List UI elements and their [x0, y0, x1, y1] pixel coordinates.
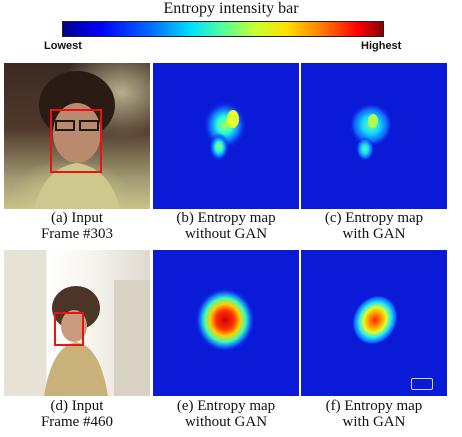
caption-line: without GAN [184, 226, 268, 242]
overlay-icon [411, 378, 433, 390]
caption-entropy-no-gan-460: (e) Entropy map without GAN [153, 398, 299, 430]
caption-entropy-no-gan-303: (b) Entropy map without GAN [153, 210, 299, 242]
entropy-map-no-gan-303 [153, 63, 299, 209]
caption-line: (a) Input [50, 210, 104, 226]
entropy-blob [349, 103, 393, 161]
caption-entropy-with-gan-460: (f) Entropy map with GAN [301, 398, 447, 430]
caption-line: without GAN [184, 414, 268, 430]
face-detection-box [50, 109, 102, 173]
caption-line: Frame #303 [40, 226, 114, 242]
caption-line: Frame #460 [40, 414, 114, 430]
person-standing-illustration [4, 250, 150, 396]
entropy-map-no-gan-460 [153, 250, 299, 396]
caption-entropy-with-gan-303: (c) Entropy map with GAN [301, 210, 447, 242]
input-frame-460-image [4, 250, 150, 396]
caption-line: with GAN [342, 414, 406, 430]
entropy-map-with-gan-460 [301, 250, 447, 396]
colorbar-high-label: Highest [361, 40, 402, 52]
entropy-blob [351, 294, 399, 346]
entropy-colorbar [62, 21, 384, 37]
colorbar-low-label: Lowest [44, 40, 82, 52]
caption-line: (f) Entropy map [325, 398, 423, 414]
caption-line: (e) Entropy map [176, 398, 276, 414]
input-frame-303-image [4, 63, 150, 209]
entropy-blob [203, 101, 247, 161]
caption-line: (c) Entropy map [324, 210, 424, 226]
caption-input-460: (d) Input Frame #460 [4, 398, 150, 430]
face-detection-box [54, 312, 84, 346]
caption-line: (d) Input [50, 398, 104, 414]
caption-input-303: (a) Input Frame #303 [4, 210, 150, 242]
entropy-blob [195, 288, 255, 352]
caption-line: with GAN [342, 226, 406, 242]
person-face-illustration [34, 71, 120, 209]
colorbar-title: Entropy intensity bar [163, 0, 299, 17]
caption-line: (b) Entropy map [176, 210, 276, 226]
entropy-map-with-gan-303 [301, 63, 447, 209]
